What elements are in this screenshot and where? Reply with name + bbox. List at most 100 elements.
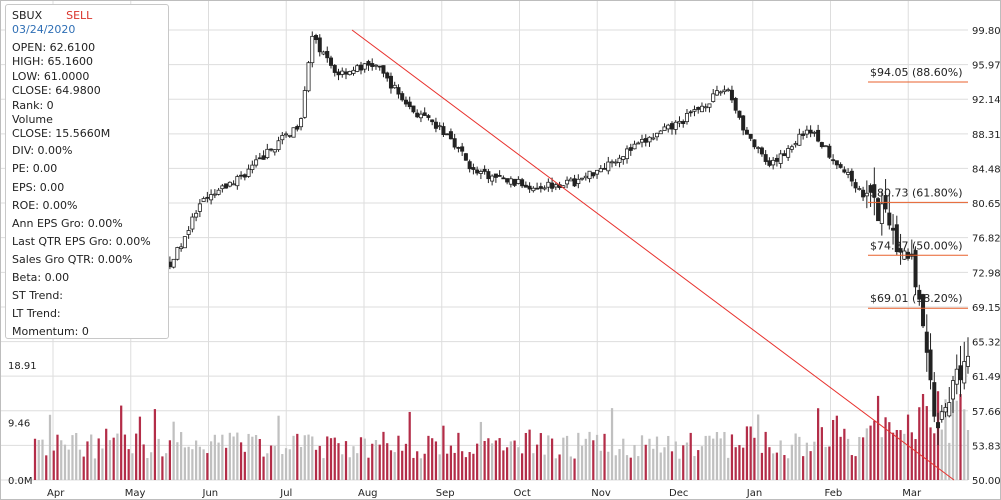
candle-body xyxy=(722,89,727,93)
volume-bar xyxy=(487,438,490,480)
volume-bar xyxy=(693,456,696,480)
volume-bar xyxy=(56,434,59,480)
volume-bar xyxy=(150,452,153,480)
volume-bar xyxy=(348,457,351,480)
candle-body xyxy=(583,175,588,179)
candle-body xyxy=(576,178,581,184)
volume-bar xyxy=(734,447,737,480)
volume-bar xyxy=(543,454,546,480)
candle-body xyxy=(606,161,611,172)
candle-body xyxy=(954,368,959,385)
volume-bar xyxy=(258,439,261,480)
volume-bar xyxy=(768,447,771,480)
candle-body xyxy=(411,105,416,113)
candle-body xyxy=(460,146,465,152)
momentum-value: Momentum: 0 xyxy=(12,325,89,338)
volume-bar xyxy=(787,458,790,480)
candle-body xyxy=(415,112,420,118)
volume-bar xyxy=(633,444,636,480)
candle-body xyxy=(388,75,393,89)
candle-body xyxy=(362,63,367,70)
close-value: CLOSE: 64.9800 xyxy=(12,84,101,97)
candle-body xyxy=(568,178,573,182)
candle-body xyxy=(332,65,337,73)
candle-body xyxy=(643,138,648,143)
price-tick-label: 53.83 xyxy=(972,441,1001,452)
volume-bar xyxy=(161,456,164,480)
volume-bar xyxy=(843,428,846,480)
ticker-symbol: SBUX xyxy=(12,9,43,22)
volume-bar xyxy=(783,455,786,480)
candle-body xyxy=(317,37,322,53)
candle-body xyxy=(186,230,191,235)
volume-bar xyxy=(416,451,419,480)
month-label: Feb xyxy=(825,488,843,499)
quote-date: 03/24/2020 xyxy=(12,23,76,36)
candle-body xyxy=(789,146,794,150)
candle-body xyxy=(463,153,468,161)
candle-body xyxy=(205,196,210,199)
candle-body xyxy=(343,71,348,75)
volume-bar xyxy=(925,406,928,480)
price-axis: 99.80 95.97 92.14 88.31 84.48 80.65 76.82 72.98… xyxy=(972,26,1001,487)
volume-bar xyxy=(955,400,958,480)
volume-bar xyxy=(41,439,44,480)
volume-bar xyxy=(262,456,265,480)
volume-bar xyxy=(138,416,142,480)
last-qtr-eps-gro-value: Last QTR EPS Gro: 0.00% xyxy=(12,235,151,248)
volume-bar xyxy=(45,455,48,480)
volume-bar xyxy=(903,433,906,480)
volume-bar xyxy=(895,429,898,480)
candle-body xyxy=(542,187,547,190)
candle-body xyxy=(572,178,577,187)
volume-bar xyxy=(794,433,797,480)
candle-body xyxy=(853,182,858,189)
volume-bar xyxy=(449,445,453,480)
candle-body xyxy=(385,72,390,79)
volume-bar xyxy=(599,450,602,480)
candle-body xyxy=(729,89,734,101)
candle-body xyxy=(711,93,716,102)
candle-body xyxy=(733,98,738,111)
candle-body xyxy=(598,168,603,173)
candle-body xyxy=(546,181,551,188)
fib-level-label: $74.87 (50.00%) xyxy=(870,239,963,252)
volume-bar xyxy=(254,435,258,480)
candle-body xyxy=(744,129,749,135)
candle-body xyxy=(482,168,487,172)
candle-body xyxy=(448,131,453,140)
volume-bar xyxy=(948,442,951,480)
volume-bar xyxy=(228,432,231,480)
candle-body xyxy=(834,160,839,166)
candle-body xyxy=(227,181,232,187)
candle-body xyxy=(508,178,513,185)
volume-bar xyxy=(906,414,910,480)
volume-bar xyxy=(299,447,303,480)
candle-body xyxy=(276,140,281,151)
volume-tick-label: 18.91 xyxy=(8,361,37,372)
volume-bar xyxy=(704,435,707,480)
candle-body xyxy=(306,62,311,92)
volume-bar xyxy=(577,432,580,480)
volume-bar xyxy=(723,431,726,480)
volume-bar xyxy=(479,421,483,480)
volume-bar xyxy=(873,420,876,480)
candle-body xyxy=(951,380,956,400)
candle-body xyxy=(216,189,221,195)
volume-bar xyxy=(520,453,524,480)
candle-body xyxy=(966,355,971,367)
candle-body xyxy=(478,171,483,174)
candle-body xyxy=(520,179,525,187)
volume-bar xyxy=(910,432,913,480)
volume-bar xyxy=(198,446,201,480)
candle-body xyxy=(366,61,371,66)
volume-bar xyxy=(764,431,767,480)
candle-body xyxy=(625,148,630,160)
volume-bar xyxy=(457,432,460,480)
volume-bar xyxy=(730,434,734,480)
div-value: DIV: 0.00% xyxy=(12,144,73,157)
volume-bar xyxy=(296,433,299,480)
volume-bar xyxy=(678,458,681,480)
candle-body xyxy=(774,157,779,162)
candle-body xyxy=(662,126,667,131)
